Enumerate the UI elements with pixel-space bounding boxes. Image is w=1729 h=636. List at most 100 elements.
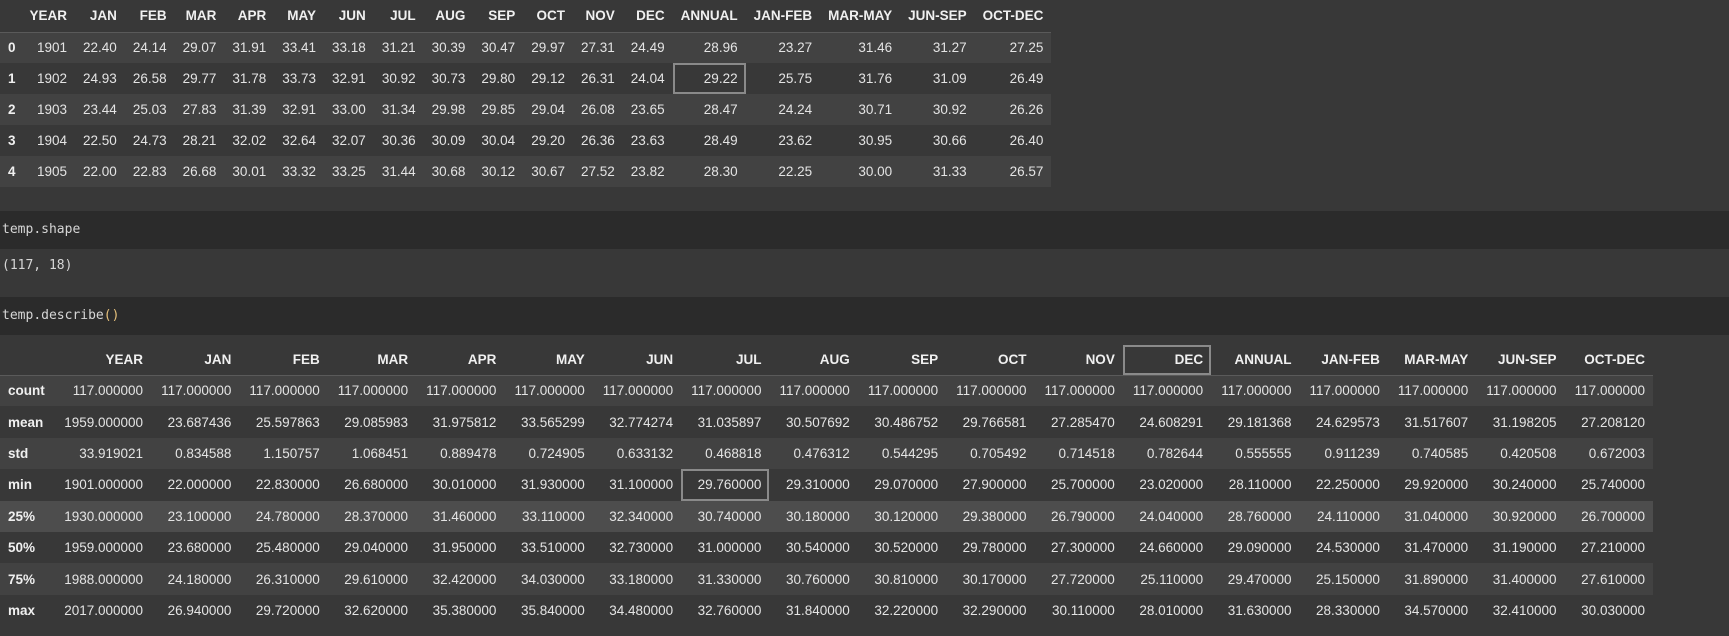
table-cell[interactable]: 117.000000 xyxy=(337,383,409,399)
table-cell[interactable]: 30.47 xyxy=(481,40,516,56)
table-cell[interactable]: 33.565299 xyxy=(520,414,585,430)
table-cell[interactable]: 30.010000 xyxy=(432,477,497,493)
table-cell[interactable]: 22.250000 xyxy=(1316,477,1380,493)
table-cell[interactable]: 0.782644 xyxy=(1146,445,1204,461)
table-cell[interactable]: 23.82 xyxy=(630,164,665,179)
table-cell[interactable]: 29.98 xyxy=(431,102,466,117)
table-cell[interactable]: 0.740585 xyxy=(1411,445,1469,461)
table-cell[interactable]: 30.92 xyxy=(932,102,967,117)
table-cell[interactable]: 31.400000 xyxy=(1492,571,1557,587)
table-cell[interactable]: 117.000000 xyxy=(161,383,232,399)
table-cell[interactable]: 1988.000000 xyxy=(64,571,144,587)
table-cell[interactable]: 26.40 xyxy=(1009,133,1044,148)
table-cell[interactable]: 28.21 xyxy=(182,133,217,148)
table-cell[interactable]: 30.486752 xyxy=(874,414,939,430)
table-cell[interactable]: 34.030000 xyxy=(520,571,585,587)
table-cell[interactable]: 27.208120 xyxy=(1581,414,1645,430)
table-cell[interactable]: 26.36 xyxy=(581,133,615,148)
table-cell[interactable]: 22.50 xyxy=(83,133,117,148)
table-cell[interactable]: 25.480000 xyxy=(255,540,320,556)
table-cell[interactable]: 1901 xyxy=(36,40,68,56)
table-cell[interactable]: 29.920000 xyxy=(1404,477,1469,493)
table-cell[interactable]: 117.000000 xyxy=(249,383,320,399)
table-cell[interactable]: 27.900000 xyxy=(962,477,1027,493)
table-cell[interactable]: 30.09 xyxy=(431,133,466,148)
table-cell[interactable]: 24.49 xyxy=(630,40,665,56)
table-cell[interactable]: 30.73 xyxy=(431,71,466,86)
table-cell[interactable]: 31.630000 xyxy=(1227,602,1292,618)
table-cell[interactable]: 31.46 xyxy=(858,40,893,56)
table-cell[interactable]: 26.680000 xyxy=(344,477,409,493)
table-cell[interactable]: 24.608291 xyxy=(1139,414,1204,430)
table-cell[interactable]: 0.705492 xyxy=(970,445,1027,461)
table-cell[interactable]: 24.73 xyxy=(132,133,167,148)
table-cell[interactable]: 22.000000 xyxy=(167,477,232,493)
table-cell[interactable]: 30.740000 xyxy=(697,508,762,524)
table-cell[interactable]: 30.66 xyxy=(932,133,967,148)
table-cell[interactable]: 25.75 xyxy=(778,71,813,86)
table-cell[interactable]: 30.95 xyxy=(858,133,893,148)
table-cell[interactable]: 28.110000 xyxy=(1228,477,1292,493)
table-cell[interactable]: 23.65 xyxy=(630,102,665,117)
table-cell[interactable]: 30.507692 xyxy=(785,414,850,430)
table-cell[interactable]: 25.700000 xyxy=(1051,477,1115,493)
table-cell[interactable]: 34.570000 xyxy=(1404,602,1469,618)
table-cell[interactable]: 26.700000 xyxy=(1581,508,1645,524)
table-cell[interactable]: 31.040000 xyxy=(1404,508,1469,524)
table-cell[interactable]: 31.33 xyxy=(932,164,967,179)
table-cell[interactable]: 31.517607 xyxy=(1404,414,1469,430)
table-cell[interactable]: 28.370000 xyxy=(344,508,409,524)
table-cell[interactable]: 31.930000 xyxy=(520,477,585,493)
table-cell[interactable]: 1959.000000 xyxy=(64,414,144,430)
table-cell[interactable]: 30.810000 xyxy=(874,571,939,587)
table-cell[interactable]: 117.000000 xyxy=(1486,383,1557,399)
table-cell[interactable]: 30.39 xyxy=(431,40,466,56)
table-cell[interactable]: 28.330000 xyxy=(1316,602,1380,618)
table-cell[interactable]: 31.44 xyxy=(381,164,416,179)
table-cell[interactable]: 23.63 xyxy=(630,133,665,148)
table-cell[interactable]: 26.26 xyxy=(1009,102,1044,117)
table-cell[interactable]: 117.000000 xyxy=(1221,383,1292,399)
table-cell[interactable]: 23.44 xyxy=(83,102,117,117)
table-cell[interactable]: 26.310000 xyxy=(255,571,320,587)
table-cell[interactable]: 1.068451 xyxy=(351,445,409,461)
table-cell[interactable]: 31.78 xyxy=(232,71,267,86)
table-cell[interactable]: 23.62 xyxy=(778,133,813,148)
table-cell[interactable]: 117.000000 xyxy=(1574,383,1645,399)
table-cell[interactable]: 23.020000 xyxy=(1139,477,1204,493)
table-cell[interactable]: 117.000000 xyxy=(1044,383,1115,399)
table-cell[interactable]: 32.91 xyxy=(332,71,366,86)
table-cell[interactable]: 25.740000 xyxy=(1581,477,1645,493)
table-cell[interactable]: 117.000000 xyxy=(426,383,497,399)
table-cell[interactable]: 30.12 xyxy=(481,164,516,179)
table-cell[interactable]: 32.620000 xyxy=(344,602,409,618)
table-cell[interactable]: 24.24 xyxy=(778,102,813,117)
table-cell[interactable]: 32.410000 xyxy=(1492,602,1557,618)
table-cell[interactable]: 0.911239 xyxy=(1324,445,1380,461)
table-cell[interactable]: 117.000000 xyxy=(867,383,939,399)
table-cell[interactable]: 1904 xyxy=(36,133,68,148)
table-cell[interactable]: 26.31 xyxy=(581,71,615,86)
table-cell[interactable]: 30.120000 xyxy=(874,508,939,524)
table-cell[interactable]: 0.889478 xyxy=(440,445,497,461)
table-cell[interactable]: 29.20 xyxy=(531,133,565,148)
table-cell[interactable]: 0.672003 xyxy=(1588,445,1645,461)
table-cell[interactable]: 31.975812 xyxy=(432,414,497,430)
table-cell[interactable]: 0.714518 xyxy=(1058,445,1115,461)
table-cell[interactable]: 33.180000 xyxy=(609,571,674,587)
table-cell[interactable]: 30.540000 xyxy=(785,540,850,556)
table-cell[interactable]: 32.290000 xyxy=(962,602,1027,618)
table-cell[interactable]: 30.01 xyxy=(232,164,267,179)
table-cell[interactable]: 23.27 xyxy=(778,40,813,56)
table-cell[interactable]: 30.04 xyxy=(481,133,516,148)
table-cell[interactable]: 32.220000 xyxy=(874,602,939,618)
table-cell[interactable]: 32.91 xyxy=(282,102,317,117)
table-cell[interactable]: 30.030000 xyxy=(1581,602,1645,618)
table-cell[interactable]: 28.010000 xyxy=(1139,602,1204,618)
table-cell[interactable]: 27.300000 xyxy=(1051,540,1115,556)
table-cell[interactable]: 30.68 xyxy=(431,164,466,179)
table-cell[interactable]: 0.476312 xyxy=(793,445,850,461)
table-cell[interactable]: 117.000000 xyxy=(779,383,850,399)
table-cell[interactable]: 29.760000 xyxy=(681,469,770,501)
table-cell[interactable]: 31.890000 xyxy=(1404,571,1469,587)
